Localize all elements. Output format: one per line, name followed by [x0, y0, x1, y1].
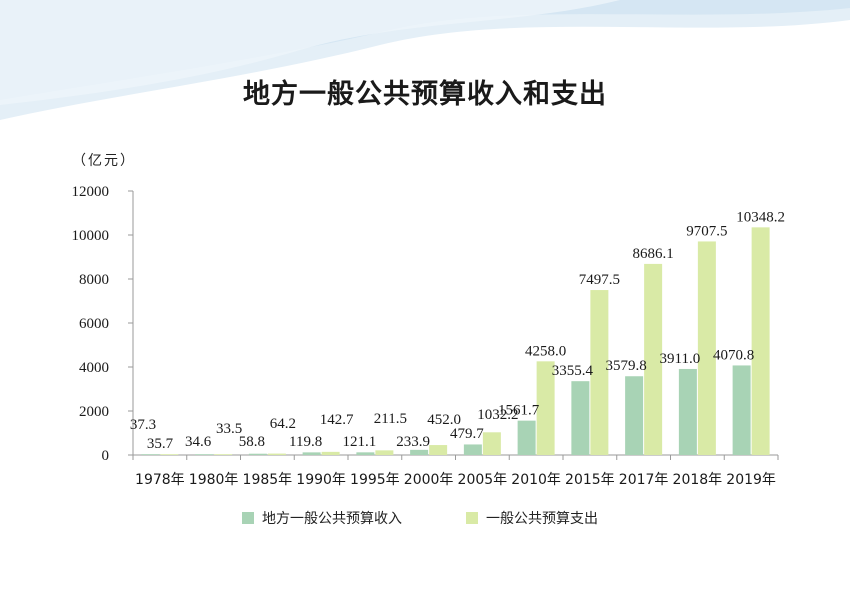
data-label-income: 121.1 [343, 434, 377, 450]
bar-expense [160, 454, 179, 455]
x-tick-label: 1980年 [189, 472, 239, 488]
bar-expense [536, 361, 555, 455]
x-tick-label: 1995年 [350, 472, 400, 488]
legend-swatch-expense [466, 512, 478, 524]
data-label-expense: 64.2 [270, 416, 296, 432]
bar-expense [644, 263, 663, 455]
chart-title: 地方一般公共预算收入和支出 [243, 79, 607, 110]
bar-income [463, 444, 482, 455]
data-label-income: 3355.4 [552, 363, 594, 379]
bar-expense [482, 432, 501, 455]
data-label-expense: 7497.5 [579, 272, 620, 288]
x-tick-label: 2015年 [565, 472, 615, 488]
bar-expense [214, 454, 233, 455]
x-tick-label: 2005年 [458, 472, 508, 488]
legend-label-income: 地方一般公共预算收入 [262, 511, 402, 527]
bar-income [678, 368, 697, 455]
y-tick-label: 12000 [72, 184, 110, 200]
chart-bars [141, 227, 770, 455]
x-tick-label: 2000年 [404, 472, 454, 488]
data-label-income: 119.8 [289, 434, 322, 450]
data-label-income: 479.7 [450, 426, 484, 442]
y-tick-label: 2000 [79, 404, 109, 420]
bar-expense [697, 241, 716, 455]
data-label-income: 3911.0 [660, 351, 701, 367]
x-tick-label: 2017年 [619, 472, 669, 488]
legend-label-expense: 一般公共预算支出 [486, 511, 598, 527]
bar-income [195, 454, 214, 455]
chart-data-labels: 37.3 35.7 34.633.558.8 64.2 119.8 142.7 121.1 2… [130, 209, 785, 452]
bar-expense [267, 453, 286, 455]
chart-axes: 0 2000 4000 6000 8000 10000 12000 1978年 1980年 198… [72, 184, 779, 488]
x-tick-label: 1978年 [135, 472, 185, 488]
data-label-income: 34.6 [185, 434, 212, 450]
data-label-income: 58.8 [239, 434, 265, 450]
x-tick-label: 2018年 [673, 472, 723, 488]
legend-item-income: 地方一般公共预算收入 [242, 508, 402, 528]
data-label-income: 1561.7 [498, 403, 540, 419]
bar-expense [321, 451, 340, 455]
data-label-expense: 9707.5 [686, 223, 727, 239]
bar-income [302, 452, 321, 455]
bar-income [517, 420, 536, 455]
y-tick-label: 10000 [72, 228, 110, 244]
data-label-expense: 10348.2 [736, 209, 785, 225]
bar-income [248, 453, 267, 455]
bar-expense [429, 445, 448, 455]
bar-expense [375, 450, 394, 455]
x-tick-label: 1985年 [243, 472, 293, 488]
data-label-expense: 8686.1 [633, 246, 674, 262]
data-label-expense: 33.5 [216, 421, 242, 437]
bar-income [141, 454, 160, 455]
data-label-income: 233.9 [396, 434, 430, 450]
background-wave [0, 0, 850, 120]
bar-expense [751, 227, 770, 455]
bar-income [732, 365, 751, 455]
bar-expense [590, 290, 609, 455]
unit-label: （亿元） [72, 153, 136, 169]
data-label-income: 37.3 [130, 417, 156, 433]
data-label-income: 4070.8 [713, 347, 754, 363]
data-label-expense: 142.7 [320, 412, 354, 428]
x-tick-label: 1990年 [296, 472, 346, 488]
data-label-expense: 452.0 [427, 412, 461, 428]
data-label-expense: 35.7 [147, 436, 174, 452]
bar-income [410, 449, 429, 455]
data-label-income: 3579.8 [606, 358, 647, 374]
y-tick-label: 6000 [79, 316, 109, 332]
bar-income [571, 381, 590, 455]
x-tick-label: 2019年 [726, 472, 776, 488]
y-tick-label: 0 [102, 448, 110, 464]
x-tick-label: 2010年 [511, 472, 561, 488]
bar-income [625, 376, 644, 455]
data-label-expense: 211.5 [374, 411, 407, 427]
bar-income [356, 452, 375, 455]
y-tick-label: 8000 [79, 272, 109, 288]
data-label-expense: 4258.0 [525, 343, 566, 359]
data-label-expense: 1032.2 [477, 407, 518, 423]
y-tick-label: 4000 [79, 360, 109, 376]
legend-swatch-income [242, 512, 254, 524]
legend-item-expense: 一般公共预算支出 [466, 508, 598, 528]
